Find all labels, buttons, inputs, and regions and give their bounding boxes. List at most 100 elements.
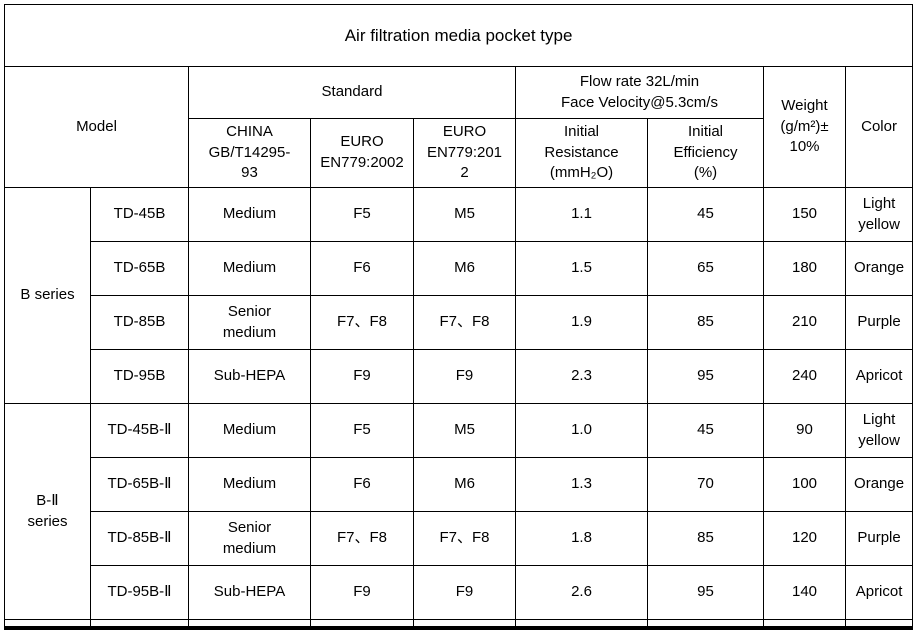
cell-initial-resistance: 1.3 [515, 457, 648, 512]
cell-china-grade: Medium [188, 241, 311, 296]
cell-weight: 150 [763, 187, 846, 242]
header-weight: Weight (g/m²)± 10% [763, 66, 846, 188]
header-initial-resistance: Initial Resistance (mmH₂O) [515, 118, 648, 188]
header-model: Model [4, 66, 189, 188]
table-row: TD-95B Sub-HEPA F9 F9 2.3 95 240 Apricot [5, 349, 914, 404]
cell-china-grade: Senior medium [188, 295, 311, 350]
cell-model: TD-45B [90, 187, 189, 242]
title-row: Air filtration media pocket type [3, 4, 914, 67]
cell-weight: 240 [763, 349, 846, 404]
cell-china-grade: Medium [188, 457, 311, 512]
cell-china-grade: Senior medium [188, 511, 311, 566]
cell-initial-resistance: 1.9 [515, 295, 648, 350]
cell-initial-resistance: 1.8 [515, 511, 648, 566]
cell-euro2002-grade: F9 [310, 349, 414, 404]
cell-color: Light yellow [844, 403, 914, 458]
cell-china-grade: Medium [188, 403, 311, 458]
cell-euro2012-grade: M6 [413, 457, 516, 512]
cell-empty [763, 619, 846, 630]
cell-euro2012-grade: F9 [413, 349, 516, 404]
cell-initial-resistance: 2.6 [515, 565, 648, 620]
header-euro-en779-2012: EURO EN779:201 2 [413, 118, 516, 188]
cell-weight: 140 [763, 565, 846, 620]
cell-model: TD-95B-Ⅱ [90, 565, 189, 620]
cell-empty [515, 619, 648, 630]
cell-euro2002-grade: F6 [310, 457, 414, 512]
cell-euro2012-grade: F9 [413, 565, 516, 620]
cell-euro2002-grade: F7、F8 [310, 295, 414, 350]
cell-weight: 210 [763, 295, 846, 350]
cell-initial-efficiency: 95 [647, 349, 764, 404]
header-row-2: CHINA GB/T14295- 93 EURO EN779:2002 EURO… [5, 118, 913, 188]
cell-series-group: B-Ⅱ series [4, 403, 91, 620]
cell-initial-efficiency: 95 [647, 565, 764, 620]
cell-euro2002-grade: F7、F8 [310, 511, 414, 566]
cell-initial-efficiency: 45 [647, 403, 764, 458]
header-row-1: Model Standard Flow rate 32L/min Face Ve… [4, 66, 914, 188]
cell-euro2012-grade: M5 [413, 187, 516, 242]
cell-model: TD-65B-Ⅱ [90, 457, 189, 512]
cell-initial-efficiency: 70 [647, 457, 764, 512]
table-row: B series TD-45B Medium F5 M5 1.1 45 150 … [4, 187, 914, 404]
cell-china-grade: Medium [188, 187, 311, 242]
cell-china-grade: Sub-HEPA [188, 565, 311, 620]
cell-empty [188, 619, 311, 630]
cell-weight: 180 [763, 241, 846, 296]
header-color: Color [844, 66, 914, 188]
cell-model: TD-85B-Ⅱ [90, 511, 189, 566]
cell-model: TD-85B [90, 295, 189, 350]
cut-off-row [4, 619, 914, 630]
table-row: TD-85B Senior medium F7、F8 F7、F8 1.9 85 … [5, 295, 914, 350]
cell-model: TD-95B [90, 349, 189, 404]
cell-initial-resistance: 1.1 [515, 187, 648, 242]
cell-series-group: B series [4, 187, 91, 404]
cell-empty [413, 619, 516, 630]
cell-initial-efficiency: 85 [647, 511, 764, 566]
header-euro-en779-2002: EURO EN779:2002 [310, 118, 414, 188]
cell-euro2012-grade: F7、F8 [413, 295, 516, 350]
table-row: TD-65B-Ⅱ Medium F6 M6 1.3 70 100 Orange [5, 457, 914, 512]
cell-initial-resistance: 2.3 [515, 349, 648, 404]
cell-empty [310, 619, 414, 630]
header-initial-efficiency: Initial Efficiency (%) [647, 118, 764, 188]
cell-color: Apricot [844, 565, 914, 620]
header-flow-rate: Flow rate 32L/min Face Velocity@5.3cm/s [515, 66, 764, 119]
cell-euro2002-grade: F6 [310, 241, 414, 296]
table-row: TD-85B-Ⅱ Senior medium F7、F8 F7、F8 1.8 8… [5, 511, 914, 566]
cell-empty [844, 619, 914, 630]
cell-empty [4, 619, 91, 630]
cell-euro2002-grade: F9 [310, 565, 414, 620]
cell-color: Apricot [844, 349, 914, 404]
cell-model: TD-45B-Ⅱ [90, 403, 189, 458]
cell-initial-efficiency: 65 [647, 241, 764, 296]
cell-weight: 90 [763, 403, 846, 458]
cell-euro2002-grade: F5 [310, 403, 414, 458]
air-filtration-spec-table: Air filtration media pocket type Model S… [3, 4, 914, 630]
cell-weight: 100 [763, 457, 846, 512]
table-row: TD-65B Medium F6 M6 1.5 65 180 Orange [5, 241, 914, 296]
cell-empty [647, 619, 764, 630]
header-standard: Standard [188, 66, 516, 119]
cell-initial-resistance: 1.0 [515, 403, 648, 458]
cell-initial-resistance: 1.5 [515, 241, 648, 296]
cell-weight: 120 [763, 511, 846, 566]
cell-euro2002-grade: F5 [310, 187, 414, 242]
cell-initial-efficiency: 45 [647, 187, 764, 242]
cell-euro2012-grade: M5 [413, 403, 516, 458]
cell-color: Orange [844, 241, 914, 296]
cell-model: TD-65B [90, 241, 189, 296]
cell-euro2012-grade: M6 [413, 241, 516, 296]
header-china-standard: CHINA GB/T14295- 93 [188, 118, 311, 188]
cell-color: Purple [844, 511, 914, 566]
cell-euro2012-grade: F7、F8 [413, 511, 516, 566]
cell-color: Light yellow [844, 187, 914, 242]
cell-china-grade: Sub-HEPA [188, 349, 311, 404]
table-title: Air filtration media pocket type [3, 4, 914, 67]
table-row: B-Ⅱ series TD-45B-Ⅱ Medium F5 M5 1.0 45 … [4, 403, 914, 620]
cell-empty [90, 619, 189, 630]
table-row: TD-95B-Ⅱ Sub-HEPA F9 F9 2.6 95 140 Apric… [5, 565, 914, 620]
cell-color: Purple [844, 295, 914, 350]
cell-color: Orange [844, 457, 914, 512]
cell-initial-efficiency: 85 [647, 295, 764, 350]
